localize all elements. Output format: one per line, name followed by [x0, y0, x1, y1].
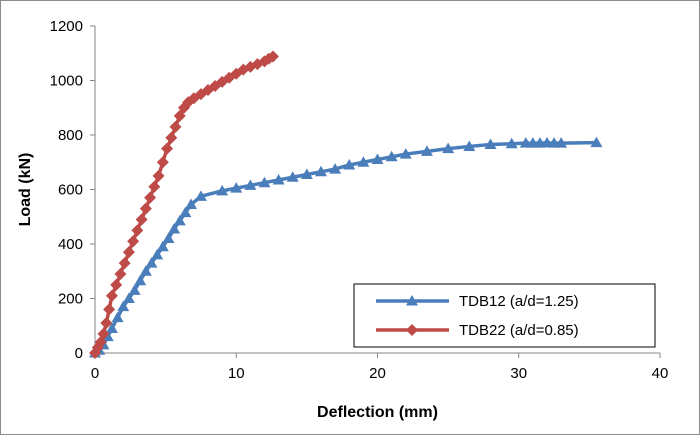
data-point-marker	[258, 176, 271, 188]
legend-item: TDB12 (a/d=1.25)	[376, 293, 579, 310]
y-tick-label: 0	[75, 345, 83, 362]
data-point-marker	[266, 50, 279, 63]
x-tick-label: 30	[510, 365, 527, 382]
data-point-marker	[173, 214, 186, 226]
data-point-marker	[168, 223, 181, 234]
y-tick-label: 800	[58, 127, 83, 144]
legend-label: TDB12 (a/d=1.25)	[459, 293, 579, 310]
data-point-marker	[117, 300, 130, 312]
data-point-marker	[122, 292, 135, 303]
x-axis-title: Deflection (mm)	[317, 404, 438, 421]
data-point-marker	[555, 137, 568, 148]
data-point-marker	[505, 137, 518, 149]
y-tick-label: 400	[58, 236, 83, 253]
x-tick-label: 10	[228, 365, 245, 382]
data-point-marker	[286, 171, 299, 182]
legend-swatch-marker	[406, 324, 418, 336]
y-tick-label: 200	[58, 291, 83, 308]
data-point-marker	[134, 274, 147, 286]
y-axis-title: Load (kN)	[17, 153, 34, 227]
data-point-marker	[169, 120, 182, 133]
data-point-marker	[442, 142, 455, 154]
legend-label: TDB22 (a/d=0.85)	[459, 322, 579, 339]
legend-item: TDB22 (a/d=0.85)	[376, 322, 579, 339]
data-point-marker	[272, 173, 285, 185]
data-point-marker	[329, 163, 342, 174]
data-point-marker	[144, 191, 157, 204]
series-2	[89, 50, 279, 359]
data-point-marker	[100, 317, 113, 330]
data-point-marker	[385, 150, 398, 162]
x-tick-label: 20	[369, 365, 386, 382]
data-point-marker	[216, 184, 229, 196]
data-point-marker	[110, 278, 123, 291]
data-point-marker	[103, 303, 116, 316]
data-point-marker	[161, 142, 174, 155]
data-point-marker	[185, 198, 198, 209]
data-point-marker	[420, 145, 433, 156]
data-point-marker	[371, 153, 384, 165]
data-point-marker	[139, 202, 152, 215]
legend-swatch-marker	[406, 295, 418, 306]
data-point-marker	[315, 165, 327, 177]
data-point-marker	[148, 180, 161, 193]
data-point-marker	[179, 206, 192, 218]
data-point-marker	[230, 182, 243, 193]
data-point-marker	[156, 240, 169, 252]
data-point-marker	[399, 148, 412, 159]
data-point-marker	[152, 169, 165, 182]
data-point-marker	[114, 267, 127, 280]
data-point-marker	[244, 179, 257, 190]
data-point-marker	[139, 265, 152, 276]
x-tick-label: 40	[652, 365, 669, 382]
data-point-marker	[194, 190, 207, 201]
data-point-marker	[343, 158, 356, 170]
data-point-marker	[135, 213, 148, 226]
y-tick-label: 600	[58, 182, 83, 199]
data-point-marker	[165, 131, 178, 144]
data-point-marker	[128, 284, 141, 295]
data-point-marker	[131, 224, 144, 237]
data-point-marker	[357, 156, 370, 167]
data-point-marker	[105, 322, 118, 333]
data-point-marker	[300, 168, 313, 180]
legend-box	[353, 283, 656, 348]
x-tick-label: 0	[91, 365, 99, 382]
data-point-marker	[111, 311, 124, 323]
data-point-marker	[162, 232, 175, 244]
data-point-marker	[127, 235, 140, 248]
data-point-marker	[590, 136, 603, 148]
legend: TDB12 (a/d=1.25) TDB22 (a/d=0.85)	[353, 283, 656, 348]
data-point-marker	[145, 257, 158, 268]
data-point-marker	[118, 257, 131, 270]
data-point-marker	[105, 289, 118, 302]
y-tick-label: 1000	[50, 73, 83, 90]
data-point-marker	[122, 246, 135, 259]
series-layer	[89, 50, 603, 359]
data-point-marker	[484, 138, 497, 150]
data-point-marker	[97, 327, 110, 340]
data-point-marker	[151, 248, 164, 260]
data-point-marker	[173, 109, 186, 122]
y-tick-label: 1200	[50, 18, 83, 35]
data-point-marker	[156, 156, 169, 169]
data-point-marker	[463, 140, 476, 151]
